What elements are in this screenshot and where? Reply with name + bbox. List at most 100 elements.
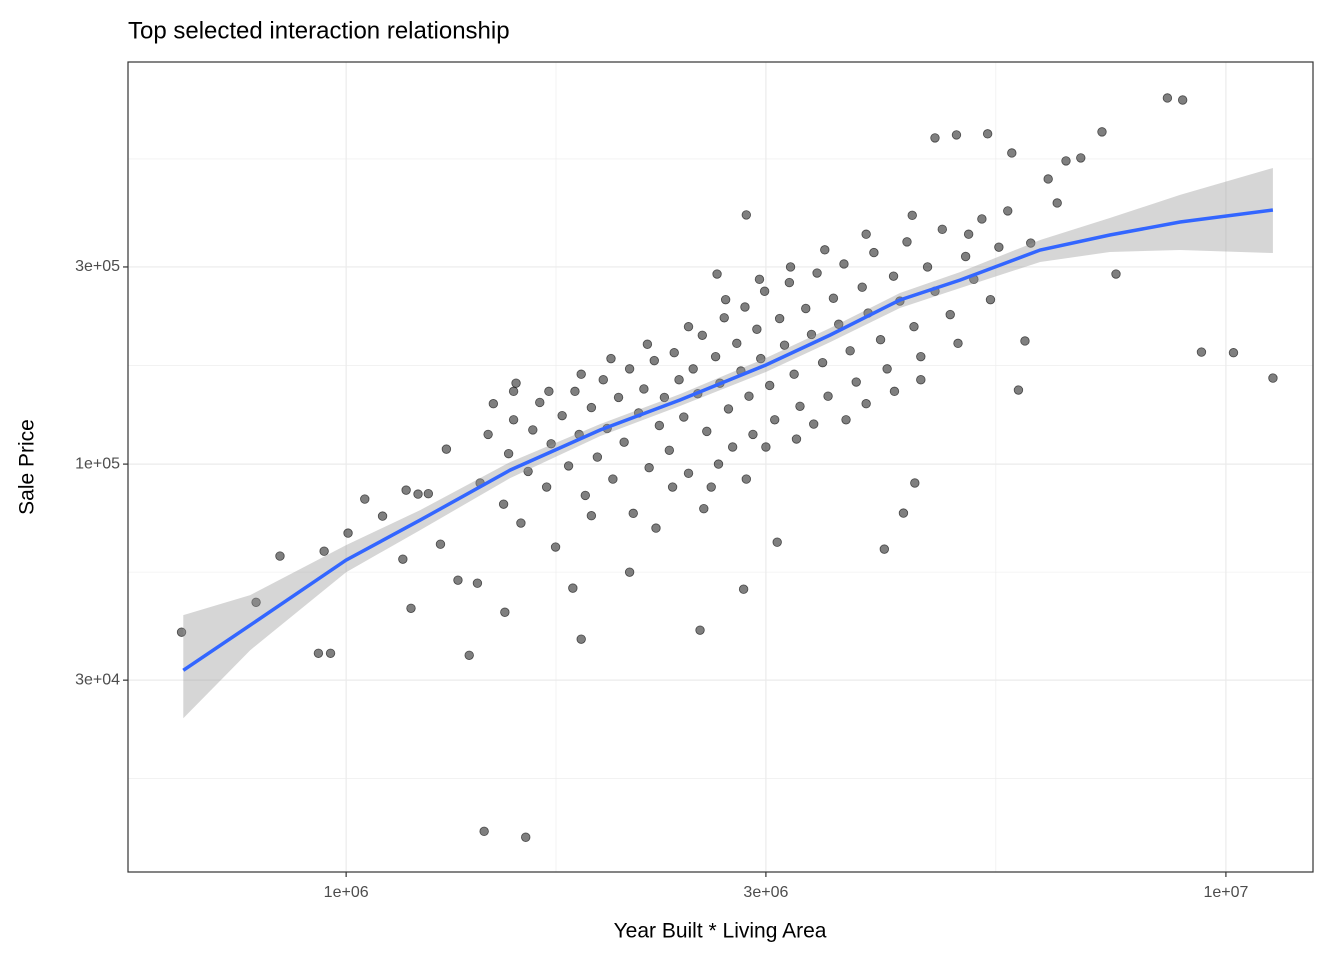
point (712, 269, 722, 279)
point (453, 575, 463, 585)
point (1013, 385, 1024, 395)
point (683, 468, 694, 479)
point (639, 384, 649, 394)
point (592, 452, 603, 462)
x-tick-label: 3e+06 (743, 884, 788, 901)
point (960, 251, 971, 262)
point (752, 324, 762, 334)
point (508, 386, 519, 397)
point (754, 274, 765, 285)
point (498, 499, 509, 509)
point (313, 648, 324, 658)
point (576, 634, 586, 644)
point (772, 537, 782, 547)
point (706, 482, 716, 492)
point (598, 375, 608, 385)
point (523, 466, 533, 477)
point (789, 369, 799, 379)
point (820, 245, 830, 255)
point (828, 293, 839, 303)
point (702, 426, 712, 437)
point (654, 420, 665, 431)
point (401, 485, 411, 495)
point (937, 224, 947, 235)
point (823, 391, 833, 401)
point (541, 482, 552, 492)
point (423, 488, 434, 499)
point (688, 364, 698, 374)
point (795, 401, 805, 412)
point (764, 380, 775, 391)
point (770, 415, 780, 425)
point (720, 294, 731, 305)
point (784, 277, 795, 288)
point (576, 369, 586, 379)
point (624, 364, 635, 374)
point (413, 489, 423, 499)
point (748, 429, 758, 440)
point (1111, 269, 1121, 279)
point (774, 313, 785, 324)
point (613, 392, 624, 403)
point (1177, 95, 1188, 105)
point (1268, 373, 1278, 383)
point (1026, 238, 1036, 248)
y-axis-title: Sale Price (16, 419, 39, 515)
confidence-band (183, 168, 1273, 719)
point (922, 262, 933, 272)
point (649, 355, 659, 366)
point (441, 444, 452, 454)
y-tick-label: 1e+05 (75, 455, 120, 472)
point (508, 415, 519, 425)
point (994, 242, 1004, 252)
point (812, 268, 822, 278)
point (642, 339, 653, 349)
point (699, 503, 709, 514)
point (875, 335, 886, 345)
point (759, 286, 770, 296)
point (719, 313, 729, 323)
point (741, 210, 752, 220)
point (889, 386, 900, 397)
point (845, 346, 855, 356)
point (732, 338, 742, 349)
point (916, 375, 926, 385)
point (319, 546, 329, 556)
point (669, 348, 679, 358)
point (910, 478, 920, 488)
point (977, 214, 987, 224)
point (251, 597, 261, 607)
point (1162, 93, 1173, 103)
point (664, 445, 675, 455)
point (741, 474, 752, 484)
point (500, 607, 510, 617)
point (985, 294, 996, 305)
point (945, 309, 955, 320)
point (953, 338, 963, 349)
point (586, 402, 597, 413)
point (713, 459, 724, 469)
x-axis-title: Year Built * Living Area (614, 920, 827, 943)
point (521, 832, 531, 842)
point (851, 377, 861, 387)
point (619, 437, 629, 447)
y-tick-label: 3e+05 (75, 258, 120, 275)
point (570, 386, 580, 397)
point (1228, 348, 1239, 358)
point (756, 353, 766, 364)
point (563, 461, 574, 471)
point (898, 508, 909, 518)
point (697, 330, 708, 340)
point (801, 303, 811, 314)
point (857, 282, 867, 292)
point (809, 419, 819, 429)
point (1007, 148, 1017, 158)
point (544, 386, 554, 397)
point (472, 578, 483, 588)
point (1196, 347, 1207, 357)
point (1043, 174, 1053, 184)
point (628, 508, 638, 519)
point (930, 133, 940, 143)
point (916, 351, 926, 362)
